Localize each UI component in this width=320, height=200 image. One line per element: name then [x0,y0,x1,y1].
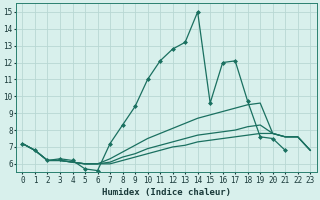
X-axis label: Humidex (Indice chaleur): Humidex (Indice chaleur) [102,188,231,197]
